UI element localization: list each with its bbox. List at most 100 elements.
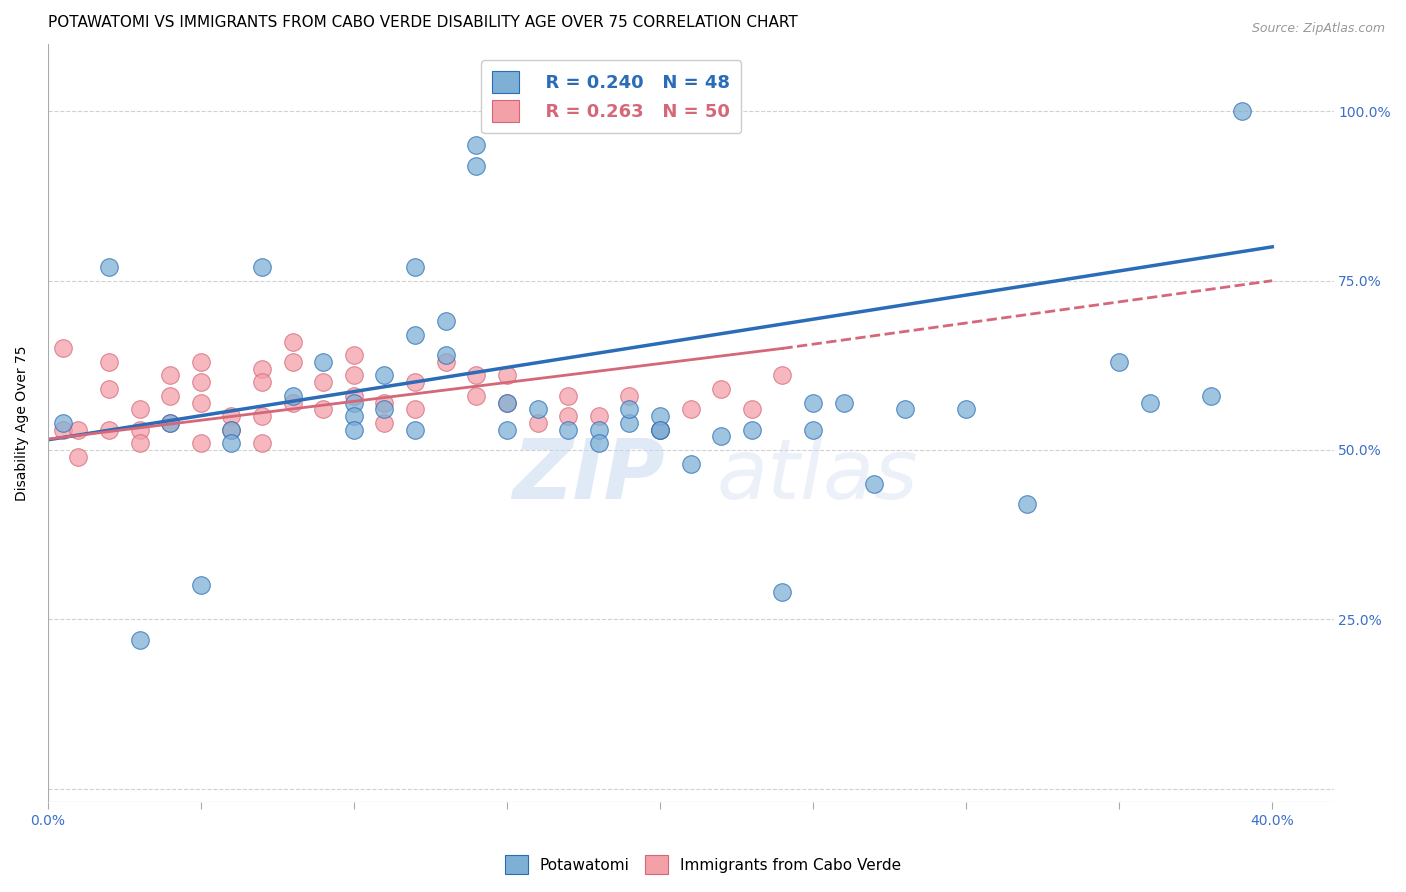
Point	[648, 423, 671, 437]
Point	[679, 457, 702, 471]
Point	[250, 436, 273, 450]
Point	[281, 334, 304, 349]
Point	[1108, 355, 1130, 369]
Point	[434, 348, 457, 362]
Point	[343, 348, 366, 362]
Point	[619, 389, 641, 403]
Point	[955, 402, 977, 417]
Point	[312, 376, 335, 390]
Point	[1017, 497, 1039, 511]
Point	[373, 416, 395, 430]
Point	[434, 355, 457, 369]
Point	[98, 423, 121, 437]
Point	[312, 355, 335, 369]
Point	[588, 436, 610, 450]
Point	[526, 416, 548, 430]
Point	[343, 389, 366, 403]
Point	[404, 402, 426, 417]
Point	[648, 423, 671, 437]
Point	[772, 585, 794, 599]
Point	[801, 423, 824, 437]
Point	[648, 423, 671, 437]
Text: Source: ZipAtlas.com: Source: ZipAtlas.com	[1251, 22, 1385, 36]
Point	[710, 429, 733, 443]
Point	[250, 409, 273, 424]
Point	[373, 402, 395, 417]
Point	[67, 450, 90, 464]
Point	[190, 376, 212, 390]
Point	[190, 395, 212, 409]
Point	[281, 395, 304, 409]
Text: atlas: atlas	[716, 435, 918, 516]
Point	[128, 423, 150, 437]
Point	[159, 368, 181, 383]
Point	[190, 436, 212, 450]
Point	[52, 416, 75, 430]
Point	[404, 423, 426, 437]
Point	[221, 423, 243, 437]
Point	[710, 382, 733, 396]
Point	[648, 409, 671, 424]
Point	[67, 423, 90, 437]
Point	[98, 355, 121, 369]
Point	[190, 355, 212, 369]
Point	[190, 578, 212, 592]
Point	[404, 327, 426, 342]
Point	[98, 260, 121, 274]
Point	[832, 395, 855, 409]
Point	[496, 368, 519, 383]
Point	[1199, 389, 1222, 403]
Point	[557, 423, 579, 437]
Point	[496, 395, 519, 409]
Y-axis label: Disability Age Over 75: Disability Age Over 75	[15, 345, 30, 500]
Point	[159, 416, 181, 430]
Point	[221, 436, 243, 450]
Point	[465, 368, 488, 383]
Legend:   R = 0.240   N = 48,   R = 0.263   N = 50: R = 0.240 N = 48, R = 0.263 N = 50	[481, 61, 741, 133]
Point	[741, 423, 763, 437]
Point	[588, 409, 610, 424]
Point	[159, 416, 181, 430]
Point	[557, 389, 579, 403]
Point	[465, 389, 488, 403]
Point	[312, 402, 335, 417]
Point	[343, 423, 366, 437]
Point	[772, 368, 794, 383]
Point	[98, 382, 121, 396]
Point	[281, 355, 304, 369]
Point	[741, 402, 763, 417]
Point	[373, 395, 395, 409]
Point	[343, 395, 366, 409]
Point	[894, 402, 917, 417]
Point	[619, 402, 641, 417]
Point	[52, 342, 75, 356]
Point	[221, 423, 243, 437]
Point	[404, 260, 426, 274]
Point	[1230, 104, 1253, 119]
Point	[679, 402, 702, 417]
Legend: Potawatomi, Immigrants from Cabo Verde: Potawatomi, Immigrants from Cabo Verde	[499, 849, 907, 880]
Point	[863, 476, 886, 491]
Point	[801, 395, 824, 409]
Point	[250, 361, 273, 376]
Point	[465, 138, 488, 153]
Point	[128, 402, 150, 417]
Point	[128, 632, 150, 647]
Point	[343, 409, 366, 424]
Text: POTAWATOMI VS IMMIGRANTS FROM CABO VERDE DISABILITY AGE OVER 75 CORRELATION CHAR: POTAWATOMI VS IMMIGRANTS FROM CABO VERDE…	[48, 15, 797, 30]
Point	[128, 436, 150, 450]
Point	[496, 395, 519, 409]
Point	[526, 402, 548, 417]
Point	[465, 159, 488, 173]
Point	[343, 368, 366, 383]
Point	[496, 423, 519, 437]
Point	[52, 423, 75, 437]
Point	[404, 376, 426, 390]
Point	[221, 409, 243, 424]
Point	[281, 389, 304, 403]
Point	[250, 260, 273, 274]
Point	[619, 416, 641, 430]
Point	[250, 376, 273, 390]
Point	[588, 423, 610, 437]
Point	[373, 368, 395, 383]
